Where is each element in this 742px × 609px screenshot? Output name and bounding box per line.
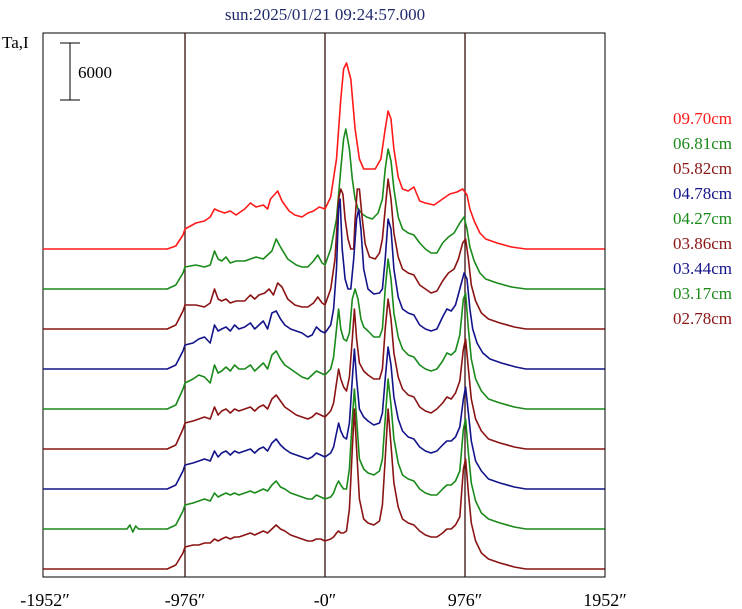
scale-bar-label: 6000 [78, 63, 112, 82]
legend-entry-05.82cm: 05.82cm [673, 159, 732, 178]
series-line-09.70cm [43, 62, 605, 250]
legend-entry-03.17cm: 03.17cm [673, 284, 732, 303]
legend-entry-03.44cm: 03.44cm [673, 259, 732, 278]
chart-title: sun:2025/01/21 09:24:57.000 [225, 5, 425, 24]
x-tick-label-2: -0″ [314, 590, 337, 609]
series-line-03.17cm [43, 378, 605, 533]
legend-entry-09.70cm: 09.70cm [673, 109, 732, 128]
legend-entry-04.78cm: 04.78cm [673, 184, 732, 203]
legend-entry-04.27cm: 04.27cm [673, 209, 732, 228]
scale-bar: 6000 [60, 42, 112, 101]
legend: 09.70cm 06.81cm 05.82cm 04.78cm 04.27cm 03.86… [673, 109, 732, 328]
series-line-04.27cm [43, 258, 605, 410]
x-tick-label-0: -1952″ [20, 590, 70, 609]
series-line-05.82cm [43, 178, 605, 330]
legend-entry-06.81cm: 06.81cm [673, 134, 732, 153]
legend-entry-03.86cm: 03.86cm [673, 234, 732, 253]
series-line-03.86cm [43, 298, 605, 450]
series-line-02.78cm [43, 408, 605, 570]
x-tick-label-4: 1952″ [583, 590, 627, 609]
y-axis-label: Ta,I [2, 33, 29, 52]
x-tick-label-3: 976″ [448, 590, 483, 609]
x-tick-labels: -1952″ -976″ -0″ 976″ 1952″ [20, 590, 627, 609]
legend-entry-02.78cm: 02.78cm [673, 309, 732, 328]
plot-frame [42, 32, 606, 578]
series-line-03.44cm [43, 346, 605, 490]
series-line-06.81cm [43, 128, 605, 290]
series-line-04.78cm [43, 198, 605, 370]
x-tick-label-1: -976″ [165, 590, 206, 609]
series-group [43, 62, 605, 570]
